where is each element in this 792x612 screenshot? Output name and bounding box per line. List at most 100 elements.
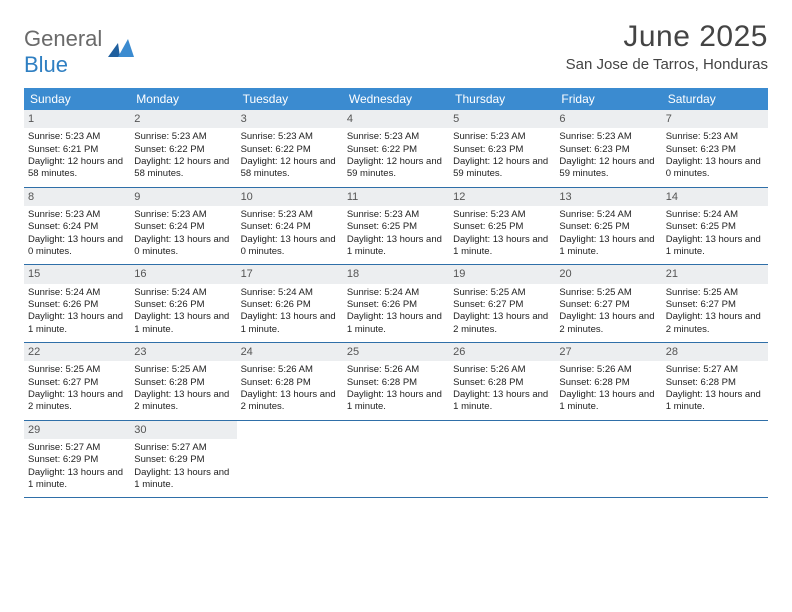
sunrise-line: Sunrise: 5:23 AM: [453, 209, 551, 221]
day-number: 27: [555, 343, 661, 361]
sunrise-line: Sunrise: 5:26 AM: [241, 364, 339, 376]
sunrise-line: Sunrise: 5:27 AM: [28, 442, 126, 454]
day-cell: 7Sunrise: 5:23 AMSunset: 6:23 PMDaylight…: [662, 110, 768, 187]
day-cell: 21Sunrise: 5:25 AMSunset: 6:27 PMDayligh…: [662, 265, 768, 342]
daylight-line: Daylight: 13 hours and 1 minute.: [559, 234, 657, 259]
day-number: 18: [343, 265, 449, 283]
day-number: 2: [130, 110, 236, 128]
week-row: 29Sunrise: 5:27 AMSunset: 6:29 PMDayligh…: [24, 421, 768, 499]
sunset-line: Sunset: 6:28 PM: [559, 377, 657, 389]
day-cell: 8Sunrise: 5:23 AMSunset: 6:24 PMDaylight…: [24, 188, 130, 265]
day-number: 15: [24, 265, 130, 283]
daylight-line: Daylight: 12 hours and 58 minutes.: [241, 156, 339, 181]
day-cell: 3Sunrise: 5:23 AMSunset: 6:22 PMDaylight…: [237, 110, 343, 187]
sunset-line: Sunset: 6:23 PM: [453, 144, 551, 156]
daylight-line: Daylight: 13 hours and 0 minutes.: [666, 156, 764, 181]
weekday-sunday: Sunday: [24, 88, 130, 110]
sunrise-line: Sunrise: 5:25 AM: [453, 287, 551, 299]
sunrise-line: Sunrise: 5:23 AM: [241, 131, 339, 143]
logo: General Blue: [24, 20, 134, 78]
day-number: 20: [555, 265, 661, 283]
sunrise-line: Sunrise: 5:23 AM: [347, 131, 445, 143]
day-cell: 13Sunrise: 5:24 AMSunset: 6:25 PMDayligh…: [555, 188, 661, 265]
sunset-line: Sunset: 6:28 PM: [134, 377, 232, 389]
sunrise-line: Sunrise: 5:24 AM: [559, 209, 657, 221]
location: San Jose de Tarros, Honduras: [566, 56, 768, 73]
title-block: June 2025 San Jose de Tarros, Honduras: [566, 20, 768, 73]
day-number: 8: [24, 188, 130, 206]
day-cell: 23Sunrise: 5:25 AMSunset: 6:28 PMDayligh…: [130, 343, 236, 420]
day-cell: 27Sunrise: 5:26 AMSunset: 6:28 PMDayligh…: [555, 343, 661, 420]
header: General Blue June 2025 San Jose de Tarro…: [24, 20, 768, 78]
day-number: 6: [555, 110, 661, 128]
sunrise-line: Sunrise: 5:26 AM: [453, 364, 551, 376]
sunset-line: Sunset: 6:28 PM: [241, 377, 339, 389]
day-cell: 9Sunrise: 5:23 AMSunset: 6:24 PMDaylight…: [130, 188, 236, 265]
week-row: 1Sunrise: 5:23 AMSunset: 6:21 PMDaylight…: [24, 110, 768, 188]
empty-cell: [237, 421, 343, 498]
day-number: 9: [130, 188, 236, 206]
day-number: 22: [24, 343, 130, 361]
day-cell: 26Sunrise: 5:26 AMSunset: 6:28 PMDayligh…: [449, 343, 555, 420]
day-cell: 16Sunrise: 5:24 AMSunset: 6:26 PMDayligh…: [130, 265, 236, 342]
day-cell: 15Sunrise: 5:24 AMSunset: 6:26 PMDayligh…: [24, 265, 130, 342]
sunset-line: Sunset: 6:27 PM: [666, 299, 764, 311]
sunset-line: Sunset: 6:22 PM: [347, 144, 445, 156]
weekday-monday: Monday: [130, 88, 236, 110]
sunset-line: Sunset: 6:21 PM: [28, 144, 126, 156]
day-cell: 30Sunrise: 5:27 AMSunset: 6:29 PMDayligh…: [130, 421, 236, 498]
daylight-line: Daylight: 13 hours and 0 minutes.: [241, 234, 339, 259]
sunset-line: Sunset: 6:28 PM: [453, 377, 551, 389]
day-cell: 11Sunrise: 5:23 AMSunset: 6:25 PMDayligh…: [343, 188, 449, 265]
empty-cell: [343, 421, 449, 498]
sunrise-line: Sunrise: 5:23 AM: [347, 209, 445, 221]
weekday-tuesday: Tuesday: [237, 88, 343, 110]
day-number: 12: [449, 188, 555, 206]
sunset-line: Sunset: 6:22 PM: [134, 144, 232, 156]
day-number: 26: [449, 343, 555, 361]
day-cell: 10Sunrise: 5:23 AMSunset: 6:24 PMDayligh…: [237, 188, 343, 265]
empty-cell: [555, 421, 661, 498]
daylight-line: Daylight: 13 hours and 0 minutes.: [28, 234, 126, 259]
calendar: SundayMondayTuesdayWednesdayThursdayFrid…: [24, 88, 768, 498]
sunset-line: Sunset: 6:26 PM: [241, 299, 339, 311]
day-cell: 22Sunrise: 5:25 AMSunset: 6:27 PMDayligh…: [24, 343, 130, 420]
sunrise-line: Sunrise: 5:23 AM: [666, 131, 764, 143]
day-cell: 2Sunrise: 5:23 AMSunset: 6:22 PMDaylight…: [130, 110, 236, 187]
day-number: 29: [24, 421, 130, 439]
day-number: 19: [449, 265, 555, 283]
sunset-line: Sunset: 6:23 PM: [559, 144, 657, 156]
day-cell: 18Sunrise: 5:24 AMSunset: 6:26 PMDayligh…: [343, 265, 449, 342]
daylight-line: Daylight: 13 hours and 2 minutes.: [241, 389, 339, 414]
day-number: 24: [237, 343, 343, 361]
daylight-line: Daylight: 12 hours and 58 minutes.: [28, 156, 126, 181]
daylight-line: Daylight: 13 hours and 1 minute.: [347, 234, 445, 259]
sunrise-line: Sunrise: 5:23 AM: [134, 209, 232, 221]
month-title: June 2025: [566, 20, 768, 54]
daylight-line: Daylight: 13 hours and 1 minute.: [134, 311, 232, 336]
sunrise-line: Sunrise: 5:25 AM: [559, 287, 657, 299]
day-cell: 12Sunrise: 5:23 AMSunset: 6:25 PMDayligh…: [449, 188, 555, 265]
week-row: 8Sunrise: 5:23 AMSunset: 6:24 PMDaylight…: [24, 188, 768, 266]
daylight-line: Daylight: 13 hours and 1 minute.: [347, 389, 445, 414]
sunrise-line: Sunrise: 5:23 AM: [453, 131, 551, 143]
daylight-line: Daylight: 13 hours and 2 minutes.: [453, 311, 551, 336]
day-cell: 24 Sunrise: 5:26 AMSunset: 6:28 PMDayligh…: [237, 343, 343, 420]
day-cell: 20Sunrise: 5:25 AMSunset: 6:27 PMDayligh…: [555, 265, 661, 342]
sunset-line: Sunset: 6:27 PM: [559, 299, 657, 311]
day-cell: 28Sunrise: 5:27 AMSunset: 6:28 PMDayligh…: [662, 343, 768, 420]
sunset-line: Sunset: 6:27 PM: [453, 299, 551, 311]
day-number: 23: [130, 343, 236, 361]
sunrise-line: Sunrise: 5:26 AM: [559, 364, 657, 376]
sunset-line: Sunset: 6:23 PM: [666, 144, 764, 156]
week-row: 22Sunrise: 5:25 AMSunset: 6:27 PMDayligh…: [24, 343, 768, 421]
sunrise-line: Sunrise: 5:25 AM: [134, 364, 232, 376]
daylight-line: Daylight: 13 hours and 2 minutes.: [666, 311, 764, 336]
day-number: 17: [237, 265, 343, 283]
day-cell: 1Sunrise: 5:23 AMSunset: 6:21 PMDaylight…: [24, 110, 130, 187]
sunrise-line: Sunrise: 5:27 AM: [134, 442, 232, 454]
sunrise-line: Sunrise: 5:23 AM: [28, 209, 126, 221]
week-row: 15 Sunrise: 5:24 AM Sunset: 6:26 PM Dayligh…: [24, 265, 768, 343]
sunrise-line: Sunrise: 5:24 AM: [28, 287, 126, 299]
day-number: 16: [130, 265, 236, 283]
